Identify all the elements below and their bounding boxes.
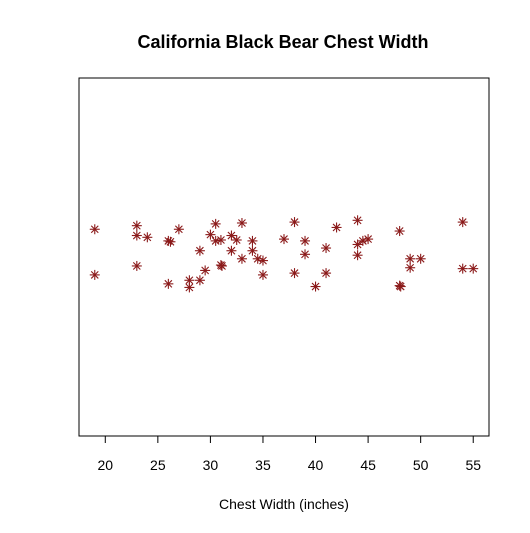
data-point [457, 217, 468, 228]
data-point [300, 235, 311, 246]
data-point [131, 220, 142, 231]
data-point [247, 235, 258, 246]
x-tick-label: 40 [308, 457, 324, 473]
chart-title: California Black Bear Chest Width [138, 32, 429, 52]
data-point [279, 234, 289, 245]
data-point [89, 224, 100, 235]
data-point [310, 281, 321, 292]
x-tick-label: 50 [413, 457, 429, 473]
data-point [184, 275, 195, 286]
data-point [300, 249, 311, 260]
data-point [216, 260, 227, 271]
data-point [352, 215, 363, 226]
data-point [194, 245, 205, 256]
data-point [142, 232, 153, 243]
data-point [89, 269, 100, 280]
x-axis: 20 25 30 35 40 45 50 55 [97, 436, 481, 473]
data-point [405, 253, 416, 264]
data-point [163, 278, 174, 289]
data-point [210, 218, 221, 229]
data-point [257, 269, 268, 280]
x-tick-label: 30 [203, 457, 219, 473]
data-point [226, 245, 237, 256]
data-point [200, 265, 211, 276]
data-point [131, 230, 142, 241]
data-point [236, 217, 247, 228]
data-point [331, 222, 342, 233]
data-point [252, 253, 263, 264]
data-point [131, 260, 142, 271]
data-point [394, 226, 405, 237]
data-point [352, 250, 363, 261]
x-tick-label: 45 [360, 457, 376, 473]
data-point [395, 281, 406, 292]
data-point [405, 262, 416, 273]
x-tick-label: 35 [255, 457, 271, 473]
x-tick-label: 55 [465, 457, 481, 473]
data-point [457, 263, 468, 274]
x-tick-label: 20 [97, 457, 113, 473]
data-point [247, 245, 258, 256]
data-point [210, 235, 221, 246]
data-point [415, 253, 426, 264]
data-point [363, 234, 374, 245]
data-points [89, 215, 479, 293]
data-point [321, 243, 332, 254]
data-point [173, 224, 184, 235]
data-point [231, 234, 242, 245]
data-point [205, 229, 216, 240]
x-axis-label: Chest Width (inches) [219, 496, 349, 512]
data-point [194, 275, 205, 286]
x-tick-label: 25 [150, 457, 166, 473]
data-point [321, 268, 332, 279]
data-point [236, 253, 247, 264]
plot-frame [78, 77, 490, 437]
data-point [215, 234, 226, 245]
data-point [352, 239, 363, 250]
data-point [226, 230, 237, 241]
data-point [468, 263, 479, 274]
data-point [257, 255, 268, 266]
data-point [289, 217, 300, 228]
data-point [289, 268, 300, 279]
data-point [165, 236, 176, 247]
